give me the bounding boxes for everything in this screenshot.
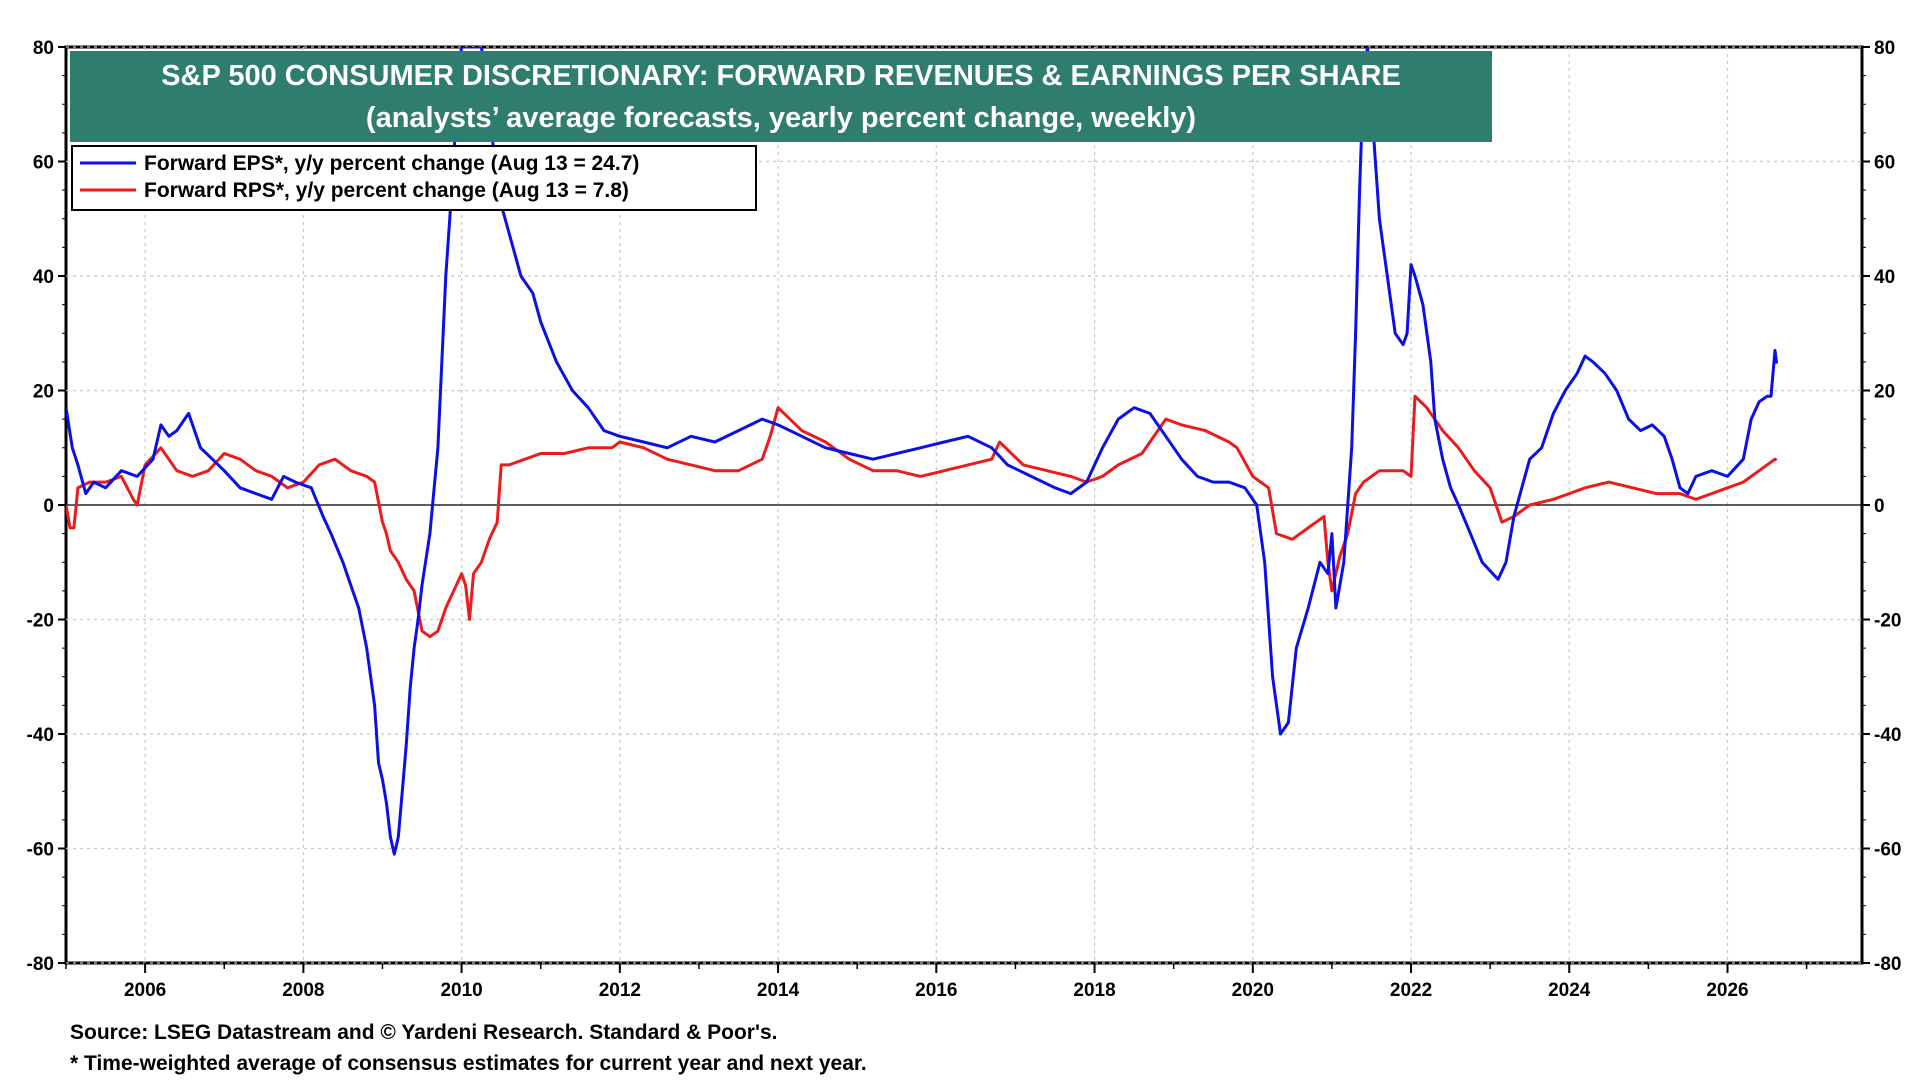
axis-ticks: 80 60 40 20 0 -20 -40 -60 -80 80 60 40 20 0 -20 -40 -60 -… [27, 38, 1902, 1001]
x-tick-label: 2014 [757, 980, 800, 1001]
series-line-rps [66, 394, 1778, 639]
y-tick-label-left: -60 [27, 840, 54, 861]
y-tick-label-left: -40 [27, 725, 54, 746]
x-tick-label: 2018 [1073, 980, 1115, 1001]
y-tick-label-left: -80 [27, 954, 54, 975]
y-tick-label-right: -80 [1874, 954, 1901, 975]
chart-subtitle: (analysts’ average forecasts, yearly per… [366, 102, 1196, 134]
y-tick-label-left: 0 [43, 496, 54, 517]
y-tick-label-right: 60 [1874, 153, 1895, 174]
y-tick-label-left: -20 [27, 611, 54, 632]
y-tick-label-right: 80 [1874, 38, 1895, 59]
series-line-eps [66, 47, 1779, 856]
legend: Forward EPS*, y/y percent change (Aug 13… [71, 145, 757, 211]
x-tick-label: 2016 [915, 980, 957, 1001]
legend-box [71, 145, 757, 211]
legend-entry-rps: Forward RPS*, y/y percent change (Aug 13… [144, 179, 629, 202]
x-tick-label: 2024 [1548, 980, 1591, 1001]
y-tick-label-left: 80 [33, 38, 54, 59]
y-tick-label-right: -20 [1874, 611, 1901, 632]
x-tick-label: 2012 [599, 980, 641, 1001]
legend-entry-eps: Forward EPS*, y/y percent change (Aug 13… [144, 152, 639, 175]
y-tick-label-right: 20 [1874, 382, 1895, 403]
y-tick-label-left: 40 [33, 267, 54, 288]
series-layer [66, 47, 1779, 856]
y-tick-label-left: 20 [33, 382, 54, 403]
y-tick-label-right: -40 [1874, 725, 1901, 746]
x-tick-label: 2006 [124, 980, 166, 1001]
x-tick-label: 2026 [1706, 980, 1748, 1001]
x-tick-label: 2020 [1232, 980, 1274, 1001]
title-band [70, 51, 1492, 142]
source-note: Source: LSEG Datastream and © Yardeni Re… [70, 1021, 777, 1044]
y-tick-label-right: -60 [1874, 840, 1901, 861]
x-tick-label: 2008 [282, 980, 324, 1001]
chart-title: S&P 500 CONSUMER DISCRETIONARY: FORWARD … [161, 60, 1401, 92]
y-tick-label-left: 60 [33, 153, 54, 174]
y-tick-label-right: 0 [1874, 496, 1885, 517]
y-tick-label-right: 40 [1874, 267, 1895, 288]
footnote: * Time-weighted average of consensus est… [70, 1052, 867, 1075]
x-tick-label: 2022 [1390, 980, 1432, 1001]
x-tick-label: 2010 [440, 980, 482, 1001]
